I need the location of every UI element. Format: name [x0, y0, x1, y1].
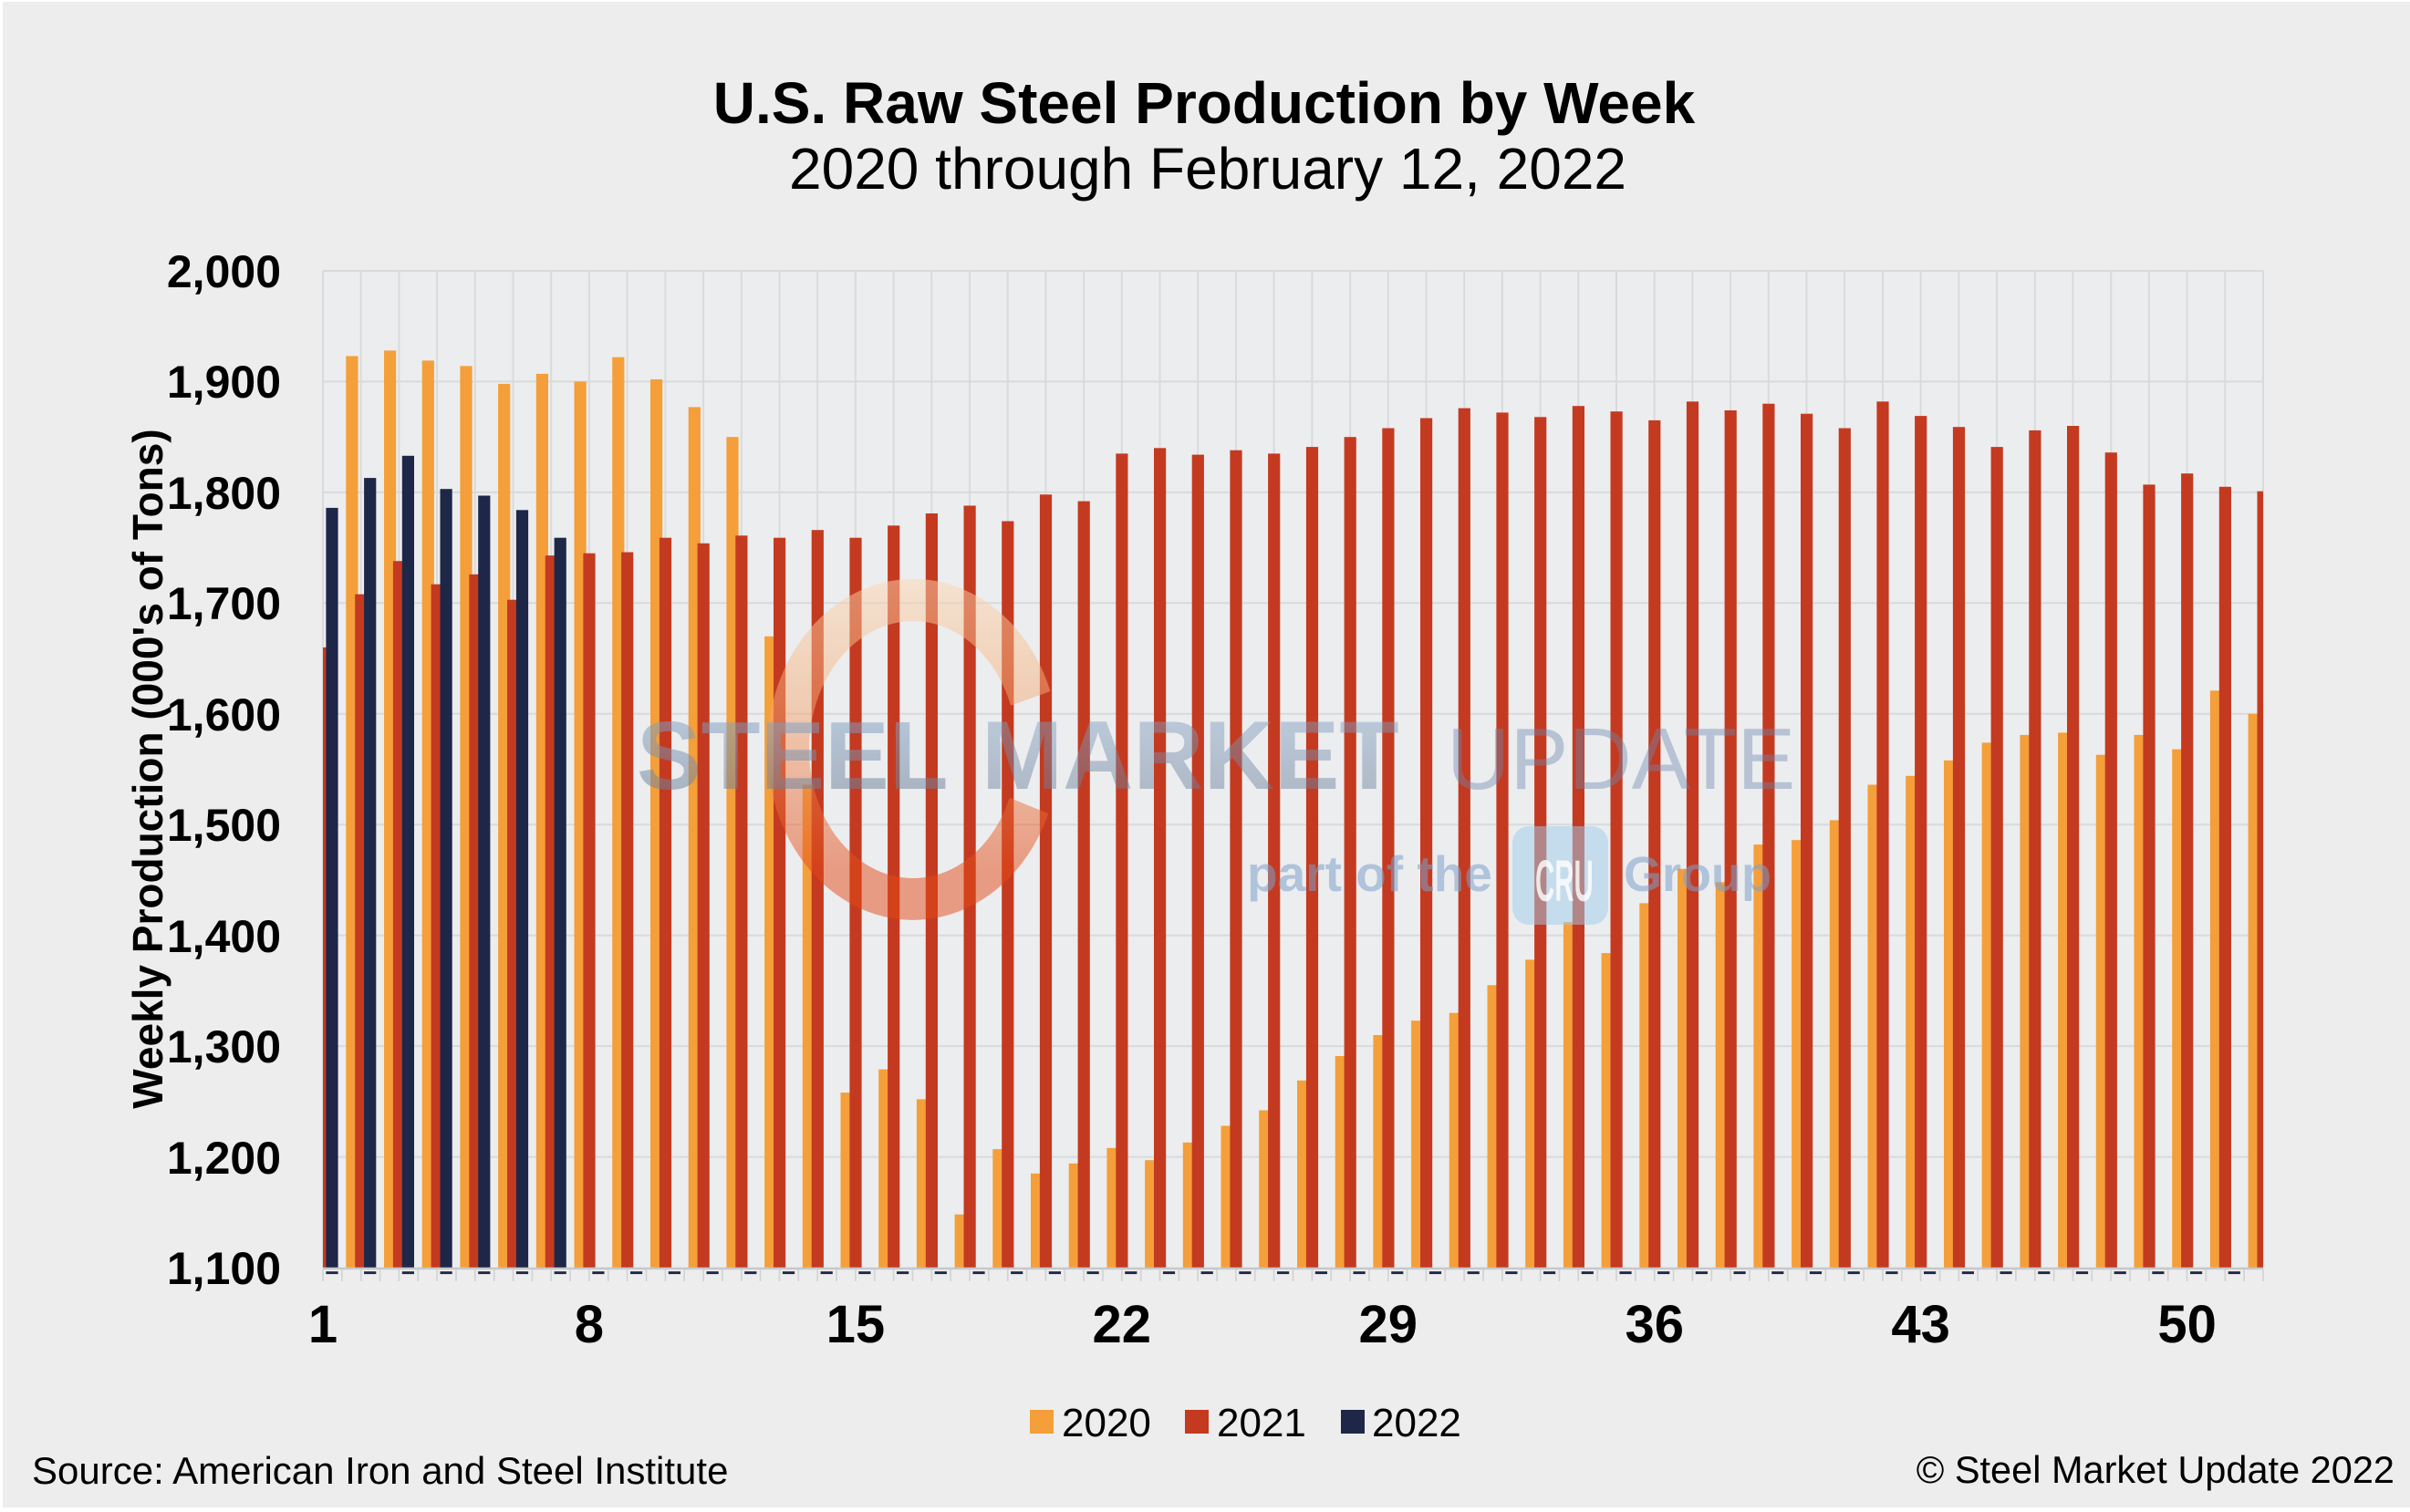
svg-text:1,400: 1,400: [167, 911, 281, 962]
svg-text:15: 15: [826, 1295, 886, 1354]
svg-text:1,700: 1,700: [167, 578, 281, 629]
svg-text:CRU: CRU: [1535, 848, 1594, 914]
svg-text:MARKET: MARKET: [982, 700, 1399, 810]
svg-text:1,500: 1,500: [167, 800, 281, 851]
svg-text:Source: American Iron and Stee: Source: American Iron and Steel Institut…: [32, 1449, 728, 1492]
svg-text:36: 36: [1625, 1295, 1684, 1354]
svg-text:2,000: 2,000: [167, 246, 281, 297]
svg-text:29: 29: [1359, 1295, 1418, 1354]
svg-text:2020 through February 12, 2022: 2020 through February 12, 2022: [789, 136, 1626, 202]
svg-text:8: 8: [575, 1295, 604, 1354]
svg-text:1,900: 1,900: [167, 357, 281, 408]
svg-text:1,100: 1,100: [167, 1243, 281, 1294]
svg-text:U.S. Raw Steel Production by W: U.S. Raw Steel Production by Week: [713, 70, 1696, 136]
svg-text:Weekly Production (000's of To: Weekly Production (000's of Tons): [124, 429, 171, 1108]
svg-text:2021: 2021: [1217, 1401, 1306, 1445]
svg-text:UPDATE: UPDATE: [1447, 710, 1795, 808]
svg-text:2020: 2020: [1062, 1401, 1151, 1445]
svg-text:2022: 2022: [1372, 1401, 1461, 1445]
svg-text:50: 50: [2157, 1295, 2217, 1354]
svg-text:22: 22: [1093, 1295, 1152, 1354]
svg-text:1,800: 1,800: [167, 468, 281, 519]
svg-text:STEEL: STEEL: [637, 702, 949, 810]
svg-text:1,600: 1,600: [167, 689, 281, 740]
svg-text:1,200: 1,200: [167, 1133, 281, 1184]
svg-text:© Steel Market Update 2022: © Steel Market Update 2022: [1917, 1448, 2394, 1491]
svg-text:1,300: 1,300: [167, 1021, 281, 1072]
svg-text:part of the: part of the: [1247, 845, 1492, 902]
svg-text:Group: Group: [1624, 847, 1771, 902]
svg-text:1: 1: [308, 1295, 338, 1354]
svg-text:43: 43: [1891, 1295, 1950, 1354]
